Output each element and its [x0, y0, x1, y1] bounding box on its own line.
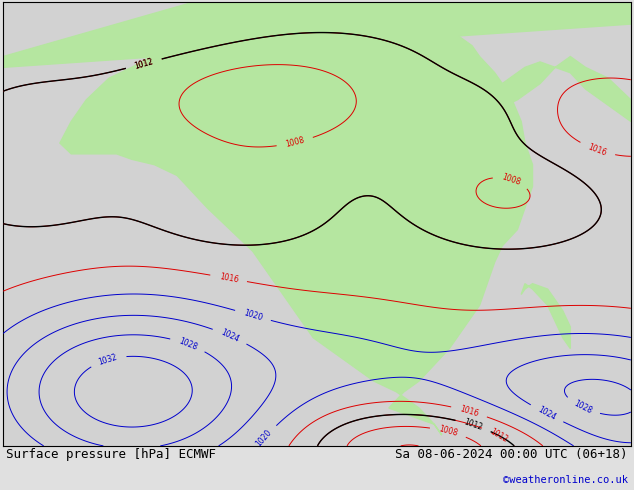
Text: 1028: 1028	[572, 399, 593, 416]
Text: 1012: 1012	[133, 57, 154, 71]
Polygon shape	[60, 13, 533, 435]
Text: ©weatheronline.co.uk: ©weatheronline.co.uk	[503, 475, 628, 485]
Text: 1008: 1008	[285, 136, 306, 149]
Text: 1016: 1016	[586, 142, 608, 157]
Polygon shape	[479, 56, 631, 122]
Text: 1012: 1012	[133, 57, 154, 71]
Text: 1008: 1008	[501, 172, 522, 187]
Text: 1012: 1012	[488, 427, 509, 444]
Text: 1008: 1008	[437, 425, 458, 439]
Text: 1020: 1020	[254, 428, 274, 449]
Text: 1012: 1012	[463, 418, 484, 433]
Text: 1024: 1024	[219, 328, 240, 344]
Text: Sa 08-06-2024 00:00 UTC (06+18): Sa 08-06-2024 00:00 UTC (06+18)	[395, 447, 628, 461]
Polygon shape	[3, 2, 631, 67]
Text: 1024: 1024	[536, 405, 557, 422]
Text: 1016: 1016	[218, 272, 239, 285]
Polygon shape	[521, 284, 571, 348]
Text: 1016: 1016	[458, 404, 480, 418]
Text: Surface pressure [hPa] ECMWF: Surface pressure [hPa] ECMWF	[6, 447, 216, 461]
Text: 1028: 1028	[178, 337, 198, 352]
Text: 1032: 1032	[98, 352, 119, 367]
Text: 1020: 1020	[242, 308, 264, 322]
